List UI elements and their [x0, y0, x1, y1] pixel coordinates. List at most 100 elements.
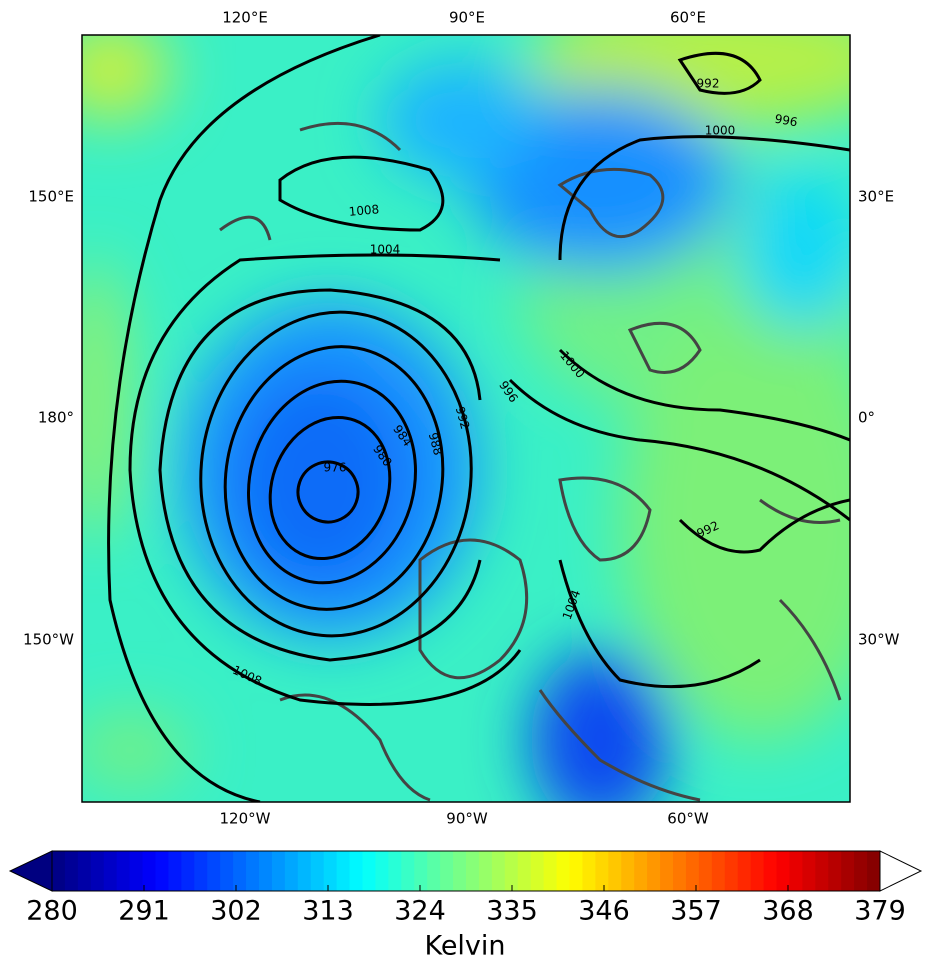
- colorbar-swatch: [698, 851, 713, 891]
- colorbar-swatch: [336, 851, 351, 891]
- colorbar-swatch: [401, 851, 415, 891]
- colorbar-tick-label: 280: [26, 896, 78, 927]
- colorbar-tick-label: 291: [118, 896, 170, 927]
- colorbar-swatch: [737, 851, 752, 891]
- colorbar-swatch: [168, 851, 182, 891]
- colorbar-swatch: [440, 851, 454, 891]
- colorbar-swatch: [556, 851, 570, 891]
- colorbar-swatch: [569, 851, 583, 891]
- lat-label: 30°E: [858, 188, 894, 206]
- colorbar-tick-label: 357: [670, 896, 722, 927]
- colorbar-tick-label: 302: [210, 896, 262, 927]
- colorbar-tick-label: 335: [486, 896, 538, 927]
- colorbar-swatch: [517, 851, 532, 891]
- lat-label: 30°W: [858, 631, 900, 649]
- colorbar-swatch: [828, 851, 842, 891]
- isobar-label: 1000: [705, 124, 736, 138]
- colorbar-swatch: [621, 851, 635, 891]
- colorbar-swatch: [867, 851, 881, 891]
- colorbar-swatch: [77, 851, 92, 891]
- colorbar-swatch: [711, 851, 726, 891]
- colorbar-swatch: [323, 851, 338, 891]
- colorbar-swatch: [789, 851, 803, 891]
- colorbar-swatch: [220, 851, 234, 891]
- colorbar-swatch: [194, 851, 208, 891]
- colorbar-swatch: [724, 851, 739, 891]
- colorbar-swatch: [491, 851, 506, 891]
- isobar-label: 976: [324, 461, 347, 475]
- colorbar-swatch: [64, 851, 79, 891]
- colorbar-swatch: [181, 851, 195, 891]
- colorbar-swatch: [52, 851, 66, 891]
- colorbar-swatch: [530, 851, 545, 891]
- isobars: [107, 35, 850, 802]
- colorbar-swatch: [246, 851, 260, 891]
- colorbar-swatch: [634, 851, 648, 891]
- colorbar-swatch: [233, 851, 247, 891]
- map-field: [82, 35, 850, 802]
- colorbar-frame: [51, 850, 881, 892]
- isobar-label: 996: [774, 112, 799, 130]
- isobar-label: 992: [453, 405, 472, 431]
- map-frame: [81, 34, 851, 803]
- isobar-label: 992: [697, 77, 720, 91]
- colorbar-swatch: [504, 851, 519, 891]
- colorbar-swatch: [116, 851, 131, 891]
- colorbar-tick-label: 324: [394, 896, 446, 927]
- colorbar-swatch: [284, 851, 299, 891]
- lon-label: 120°W: [220, 810, 271, 828]
- colorbar-swatch: [466, 851, 480, 891]
- colorbar-swatch: [776, 851, 790, 891]
- colorbar-swatch: [685, 851, 700, 891]
- colorbar-swatch: [608, 851, 622, 891]
- colorbar-swatch: [750, 851, 765, 891]
- lon-label: 90°E: [449, 9, 485, 27]
- lat-label: 180°: [38, 409, 74, 427]
- lat-label: 0°: [858, 409, 875, 427]
- colorbar-swatch: [673, 851, 687, 891]
- colorbar-swatch: [349, 851, 363, 891]
- colorbar-swatch: [647, 851, 661, 891]
- colorbar-swatch: [841, 851, 855, 891]
- colorbar-swatch: [388, 851, 402, 891]
- colorbar-tick-label: 313: [302, 896, 354, 927]
- colorbar-swatch: [453, 851, 467, 891]
- colorbar-swatch: [271, 851, 286, 891]
- colorbar-swatch: [815, 851, 829, 891]
- colorbar-swatch: [660, 851, 674, 891]
- colorbar-tick-label: 368: [762, 896, 814, 927]
- colorbar-swatch: [427, 851, 441, 891]
- isobar-label: 1004: [370, 243, 401, 257]
- colorbar-swatch: [478, 851, 493, 891]
- colorbar-tick-label: 346: [578, 896, 630, 927]
- colorbar-swatch: [142, 851, 156, 891]
- colorbar-swatch: [310, 851, 325, 891]
- colorbar-swatch: [129, 851, 144, 891]
- lon-label: 120°E: [222, 9, 268, 27]
- colorbar-swatch: [595, 851, 609, 891]
- lat-label: 150°E: [28, 188, 74, 206]
- coastlines: [219, 121, 842, 802]
- colorbar-swatch: [375, 851, 389, 891]
- colorbar-swatch: [763, 851, 777, 891]
- colorbar-swatch: [207, 851, 221, 891]
- isobar-label: 988: [426, 431, 445, 457]
- colorbar-swatch: [802, 851, 816, 891]
- colorbar-swatch: [543, 851, 558, 891]
- isobar-label: 1008: [348, 202, 380, 219]
- colorbar-extend-high: [879, 850, 923, 892]
- colorbar-tick-label: 379: [854, 896, 906, 927]
- colorbar-swatch: [414, 851, 428, 891]
- lon-label: 60°E: [670, 9, 706, 27]
- colorbar-swatch: [582, 851, 596, 891]
- lon-label: 60°W: [667, 810, 709, 828]
- colorbar-swatch: [103, 851, 118, 891]
- colorbar-swatch: [362, 851, 376, 891]
- colorbar-extend-low: [8, 850, 53, 892]
- colorbar-swatch: [155, 851, 169, 891]
- colorbar-swatch: [854, 851, 868, 891]
- colorbar-swatch: [90, 851, 105, 891]
- lon-label: 90°W: [446, 810, 488, 828]
- colorbar-label: Kelvin: [424, 931, 505, 962]
